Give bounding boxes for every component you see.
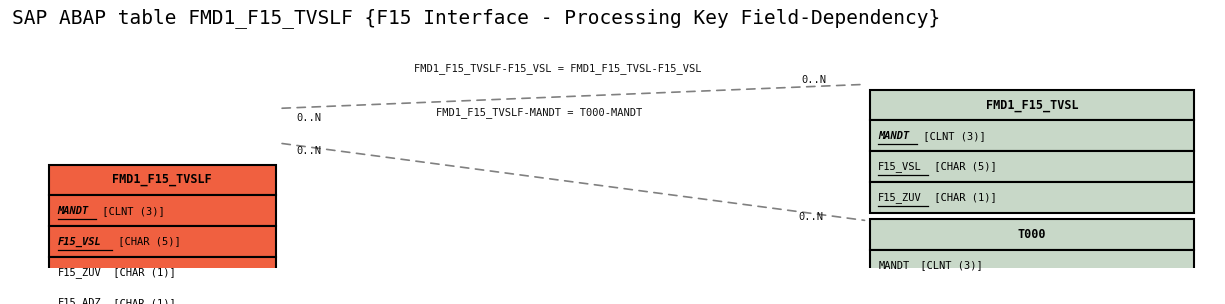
Text: 0..N: 0..N — [296, 146, 321, 156]
Text: FMD1_F15_TVSLF: FMD1_F15_TVSLF — [113, 173, 212, 186]
Text: 0..N: 0..N — [802, 75, 827, 85]
Text: FMD1_F15_TVSL: FMD1_F15_TVSL — [986, 98, 1078, 112]
Text: F15_ADZ: F15_ADZ — [58, 298, 102, 304]
Bar — [870, 120, 1194, 151]
Text: 0..N: 0..N — [799, 212, 823, 222]
Text: MANDT: MANDT — [878, 261, 910, 271]
Text: F15_VSL: F15_VSL — [58, 236, 102, 247]
Text: 0..N: 0..N — [296, 113, 321, 123]
Text: F15_VSL: F15_VSL — [878, 161, 922, 172]
Bar — [870, 151, 1194, 182]
Text: T000: T000 — [1018, 228, 1046, 241]
Text: MANDT: MANDT — [58, 206, 89, 216]
Bar — [49, 288, 276, 304]
Text: [CHAR (1)]: [CHAR (1)] — [108, 298, 176, 304]
Text: MANDT: MANDT — [878, 131, 910, 141]
Text: F15_ZUV: F15_ZUV — [58, 267, 102, 278]
Text: [CHAR (1)]: [CHAR (1)] — [929, 192, 997, 202]
Text: FMD1_F15_TVSLF-MANDT = T000-MANDT: FMD1_F15_TVSLF-MANDT = T000-MANDT — [436, 107, 642, 118]
Text: [CHAR (5)]: [CHAR (5)] — [111, 237, 180, 247]
Bar — [870, 250, 1194, 281]
Bar — [870, 182, 1194, 213]
Text: [CLNT (3)]: [CLNT (3)] — [916, 131, 986, 141]
Bar — [870, 219, 1194, 250]
Bar — [49, 226, 276, 257]
Text: F15_ZUV: F15_ZUV — [878, 192, 922, 203]
Text: [CHAR (5)]: [CHAR (5)] — [929, 161, 997, 171]
Bar — [49, 164, 276, 195]
Bar — [49, 257, 276, 288]
Bar — [870, 90, 1194, 120]
Bar — [49, 195, 276, 226]
Text: SAP ABAP table FMD1_F15_TVSLF {F15 Interface - Processing Key Field-Dependency}: SAP ABAP table FMD1_F15_TVSLF {F15 Inter… — [12, 8, 941, 28]
Text: [CLNT (3)]: [CLNT (3)] — [96, 206, 165, 216]
Text: FMD1_F15_TVSLF-F15_VSL = FMD1_F15_TVSL-F15_VSL: FMD1_F15_TVSLF-F15_VSL = FMD1_F15_TVSL-F… — [414, 63, 701, 74]
Text: [CHAR (1)]: [CHAR (1)] — [108, 267, 176, 277]
Text: [CLNT (3)]: [CLNT (3)] — [914, 261, 982, 271]
